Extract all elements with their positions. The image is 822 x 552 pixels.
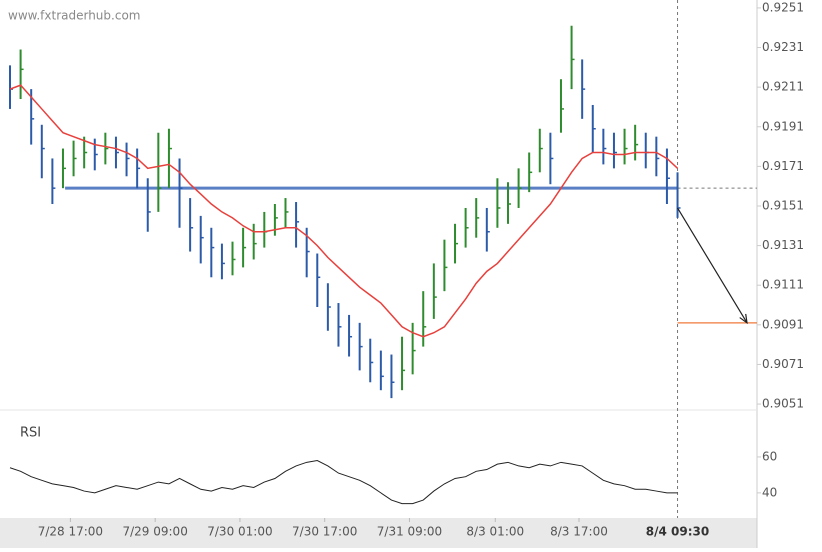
y-tick-label: 0.9051 (762, 397, 804, 411)
y-tick-label: 0.9091 (762, 317, 804, 331)
y-tick-label: 0.9211 (762, 80, 804, 94)
y-tick-label: 0.9171 (762, 159, 804, 173)
x-tick-label: 7/30 01:00 (207, 525, 272, 539)
x-tick-label: 8/3 17:00 (550, 525, 608, 539)
current-time-label: 8/4 09:30 (646, 525, 709, 539)
rsi-line (9, 460, 678, 505)
rsi-label: RSI (20, 426, 41, 441)
x-tick-label: 8/3 01:00 (466, 525, 524, 539)
y-tick-label: 0.9131 (762, 238, 804, 252)
y-tick-label: 0.9111 (762, 278, 804, 292)
y-tick-label: 0.9191 (762, 119, 804, 133)
rsi-tick-label: 60 (762, 449, 777, 463)
x-tick-label: 7/30 17:00 (292, 525, 357, 539)
y-tick-label: 0.9071 (762, 357, 804, 371)
rsi-tick-label: 40 (762, 485, 777, 499)
y-tick-label: 0.9231 (762, 40, 804, 54)
arrow-head (739, 313, 748, 325)
y-tick-label: 0.9251 (762, 0, 804, 14)
forecast-arrow (677, 207, 748, 324)
x-tick-label: 7/31 09:00 (377, 525, 442, 539)
watermark: www.fxtraderhub.com (8, 9, 140, 23)
moving-average (9, 84, 679, 338)
y-tick-label: 0.9151 (762, 198, 804, 212)
x-tick-label: 7/29 09:00 (122, 525, 187, 539)
x-tick-label: 7/28 17:00 (38, 525, 103, 539)
time-axis-band (0, 518, 757, 548)
